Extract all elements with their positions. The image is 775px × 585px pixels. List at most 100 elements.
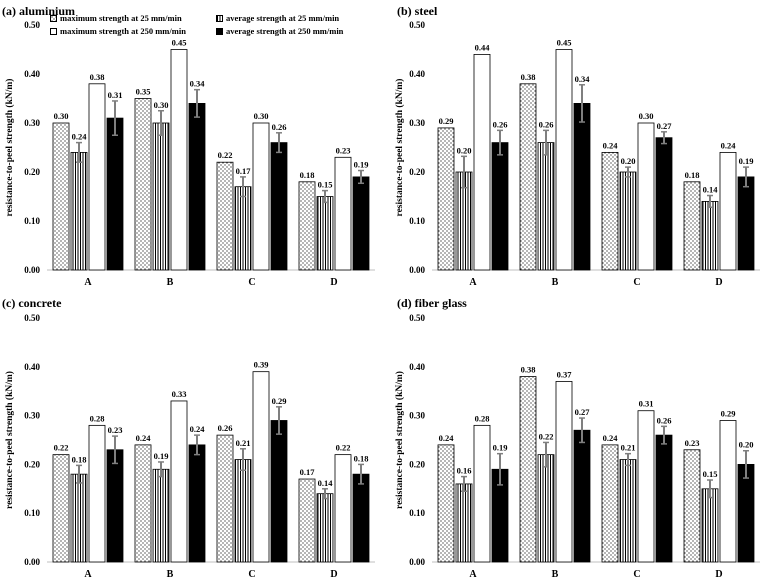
data-label: 0.19 (154, 451, 169, 461)
y-tick-label: 0.50 (24, 313, 40, 323)
data-label: 0.35 (136, 87, 151, 97)
data-label: 0.29 (721, 408, 736, 418)
legend-item-avg-250: average strength at 250 mm/min (216, 26, 343, 37)
data-label: 0.18 (300, 170, 315, 180)
y-tick-label: 0.20 (24, 167, 40, 177)
y-tick-label: 0.50 (409, 20, 425, 30)
bar-max-250 (555, 49, 573, 271)
data-label: 0.27 (657, 121, 673, 131)
bar-avg-25 (234, 186, 252, 271)
bar-max-250 (719, 420, 737, 563)
data-label: 0.20 (739, 440, 754, 450)
data-label: 0.38 (521, 72, 536, 82)
bar-max-25 (216, 434, 234, 563)
bar-avg-250 (188, 103, 206, 271)
data-label: 0.21 (236, 438, 251, 448)
x-tick-label: D (715, 569, 722, 580)
data-label: 0.24 (72, 132, 88, 142)
bar-avg-250 (270, 420, 288, 563)
bar-avg-250 (106, 117, 124, 271)
data-label: 0.34 (190, 79, 206, 89)
data-label: 0.17 (236, 166, 252, 176)
legend-label-max-250: maximum strength at 250 mm/min (60, 26, 186, 36)
data-label: 0.30 (639, 111, 654, 121)
data-label: 0.24 (136, 433, 152, 443)
data-label: 0.29 (439, 116, 454, 126)
data-label: 0.21 (621, 443, 636, 453)
data-label: 0.20 (457, 145, 472, 155)
bar-avg-25 (316, 196, 334, 271)
data-label: 0.37 (557, 369, 573, 379)
bar-max-250 (719, 151, 737, 271)
y-tick-label: 0.00 (24, 557, 40, 567)
legend-item-max-250: maximum strength at 250 mm/min (50, 26, 186, 37)
data-label: 0.44 (475, 42, 491, 52)
legend-swatch-white (50, 28, 57, 35)
chart-panel-4: (d) fiber glass resistance-to-peel streng… (394, 296, 760, 580)
y-tick-label: 0.00 (24, 265, 40, 275)
bar-max-25 (437, 127, 455, 271)
x-tick-label: C (248, 277, 255, 288)
y-tick-label: 0.10 (409, 508, 425, 518)
data-label: 0.24 (439, 433, 455, 443)
x-tick-label: D (330, 277, 337, 288)
x-tick-label: B (167, 277, 174, 288)
data-label: 0.28 (475, 413, 490, 423)
data-label: 0.31 (639, 399, 654, 409)
data-label: 0.18 (685, 170, 700, 180)
bar-avg-25 (701, 488, 719, 563)
chart-title: (a) aluminium (2, 4, 75, 18)
data-label: 0.30 (54, 111, 69, 121)
data-label: 0.22 (218, 150, 233, 160)
bar-avg-25 (537, 142, 555, 271)
bar-max-25 (52, 122, 70, 271)
data-label: 0.26 (539, 119, 554, 129)
data-label: 0.20 (621, 156, 636, 166)
data-label: 0.16 (457, 466, 472, 476)
legend-label-avg-25: average strength at 25 mm/min (226, 13, 340, 23)
x-tick-label: B (552, 569, 559, 580)
bar-max-250 (473, 424, 491, 563)
data-label: 0.39 (254, 360, 269, 370)
x-tick-label: A (84, 277, 92, 288)
bar-max-25 (216, 161, 234, 271)
y-tick-label: 0.30 (409, 411, 425, 421)
bar-max-25 (683, 181, 701, 271)
bar-avg-25 (619, 171, 637, 271)
chart-title: (c) concrete (2, 296, 62, 310)
bar-max-250 (252, 122, 270, 271)
data-label: 0.26 (272, 122, 287, 132)
data-label: 0.14 (318, 478, 334, 488)
bar-max-250 (555, 381, 573, 563)
data-label: 0.31 (108, 90, 123, 100)
chart-title: (b) steel (397, 4, 438, 18)
y-tick-label: 0.40 (409, 362, 425, 372)
data-label: 0.19 (493, 443, 508, 453)
bar-avg-250 (106, 449, 124, 563)
bar-max-250 (88, 424, 106, 563)
x-tick-label: A (469, 569, 477, 580)
bar-avg-250 (491, 142, 509, 271)
data-label: 0.15 (703, 469, 718, 479)
data-label: 0.38 (521, 365, 536, 375)
bar-max-250 (637, 122, 655, 271)
bar-max-25 (683, 449, 701, 563)
bar-max-250 (637, 410, 655, 563)
data-label: 0.30 (154, 100, 169, 110)
x-tick-label: D (715, 277, 722, 288)
bar-max-25 (52, 454, 70, 563)
y-tick-label: 0.20 (409, 459, 425, 469)
legend-item-avg-25: average strength at 25 mm/min (216, 13, 339, 24)
bar-avg-25 (70, 151, 88, 271)
bar-max-250 (334, 156, 352, 271)
data-label: 0.24 (190, 424, 206, 434)
data-label: 0.26 (493, 119, 508, 129)
x-tick-label: A (469, 277, 477, 288)
bar-max-25 (134, 444, 152, 563)
y-tick-label: 0.50 (24, 20, 40, 30)
bar-max-25 (298, 181, 316, 271)
data-label: 0.34 (575, 74, 591, 84)
bar-avg-250 (655, 434, 673, 563)
data-label: 0.14 (703, 185, 719, 195)
